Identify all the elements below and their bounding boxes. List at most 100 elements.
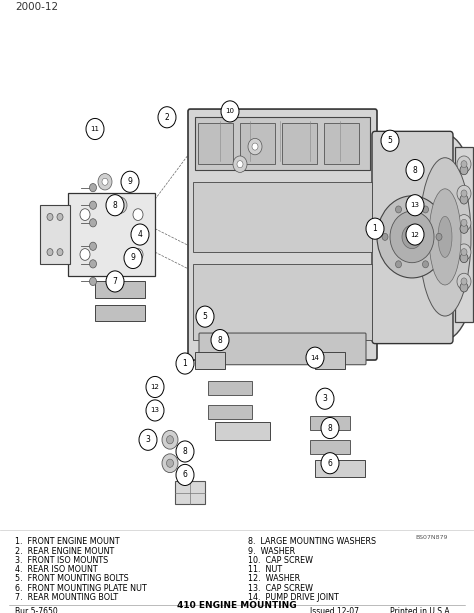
Text: 410 ENGINE MOUNTING: 410 ENGINE MOUNTING [177,601,297,610]
Text: 2.  REAR ENGINE MOUNT: 2. REAR ENGINE MOUNT [15,547,114,555]
Circle shape [252,143,258,150]
Circle shape [233,156,247,172]
Circle shape [57,249,63,256]
Bar [310,416,350,430]
Circle shape [366,218,384,239]
Text: 1: 1 [373,224,377,233]
Text: BS07N879: BS07N879 [415,535,447,540]
Bar [95,305,145,321]
Circle shape [460,195,468,204]
Circle shape [457,156,471,172]
FancyBboxPatch shape [372,131,453,344]
Text: 13.  CAP SCREW: 13. CAP SCREW [248,584,313,593]
Circle shape [162,454,178,473]
Text: Issued 12-07: Issued 12-07 [310,607,359,613]
Bar [310,440,350,454]
Circle shape [158,107,176,128]
Text: 8: 8 [218,335,222,345]
Text: 10: 10 [226,109,235,115]
Text: 1: 1 [182,359,187,368]
Circle shape [80,249,90,261]
Text: 13: 13 [410,202,419,208]
Circle shape [139,429,157,451]
Circle shape [113,197,127,213]
Bar [240,123,275,164]
Bar [282,123,317,164]
Circle shape [47,249,53,256]
Polygon shape [40,205,70,264]
Bar [208,381,252,395]
Circle shape [102,178,108,185]
Circle shape [457,215,471,231]
Text: 9.  WASHER: 9. WASHER [248,547,295,555]
Text: 2: 2 [164,113,169,122]
Polygon shape [68,194,155,276]
Circle shape [461,190,467,197]
Text: 6: 6 [182,470,187,479]
Circle shape [211,330,229,351]
Bar [193,264,372,340]
Text: 7.  REAR MOUNTING BOLT: 7. REAR MOUNTING BOLT [15,593,118,602]
Circle shape [381,130,399,151]
Circle shape [90,183,97,192]
Text: 14.  PUMP DRIVE JOINT: 14. PUMP DRIVE JOINT [248,593,339,602]
Text: 9: 9 [128,177,132,186]
Text: 7: 7 [112,277,118,286]
Bar [324,123,359,164]
Circle shape [90,201,97,209]
Circle shape [90,242,97,250]
Circle shape [196,306,214,327]
Circle shape [133,209,143,221]
Circle shape [90,219,97,227]
Text: Bur 5-7650: Bur 5-7650 [15,607,58,613]
Ellipse shape [410,134,474,340]
Text: 8: 8 [113,200,118,210]
Circle shape [133,249,143,261]
Circle shape [457,273,471,290]
Circle shape [176,353,194,374]
Circle shape [98,173,112,190]
Circle shape [406,195,424,216]
Circle shape [316,388,334,409]
Text: 12: 12 [410,232,419,238]
Circle shape [457,244,471,261]
Circle shape [406,224,424,245]
Circle shape [248,139,262,155]
Circle shape [106,271,124,292]
Circle shape [457,185,471,202]
Circle shape [377,196,447,278]
Circle shape [461,249,467,256]
Text: 5: 5 [388,136,392,145]
Bar [195,352,225,370]
Circle shape [461,278,467,285]
FancyBboxPatch shape [188,109,377,360]
Circle shape [406,159,424,181]
Circle shape [124,248,142,268]
Circle shape [436,234,442,240]
Text: Printed in U.S.A.: Printed in U.S.A. [390,607,452,613]
Circle shape [57,213,63,221]
Text: 4: 4 [137,230,143,239]
Text: 8: 8 [328,424,332,433]
Text: 9: 9 [130,254,136,262]
Text: 2000-12: 2000-12 [15,2,58,12]
Circle shape [146,400,164,421]
Circle shape [461,161,467,168]
Bar [208,405,252,419]
Circle shape [80,209,90,221]
Text: 6.  FRONT MOUNTING PLATE NUT: 6. FRONT MOUNTING PLATE NUT [15,584,147,593]
Text: 8: 8 [182,447,187,456]
Text: 11: 11 [91,126,100,132]
Circle shape [237,161,243,168]
Bar [215,422,270,440]
Bar [455,147,473,322]
Circle shape [176,441,194,462]
Text: 6: 6 [328,459,332,468]
Circle shape [461,219,467,226]
Circle shape [460,224,468,234]
Circle shape [106,195,124,216]
Circle shape [460,253,468,263]
Circle shape [146,376,164,398]
Bar [315,460,365,478]
Text: 11.  NUT: 11. NUT [248,565,282,574]
